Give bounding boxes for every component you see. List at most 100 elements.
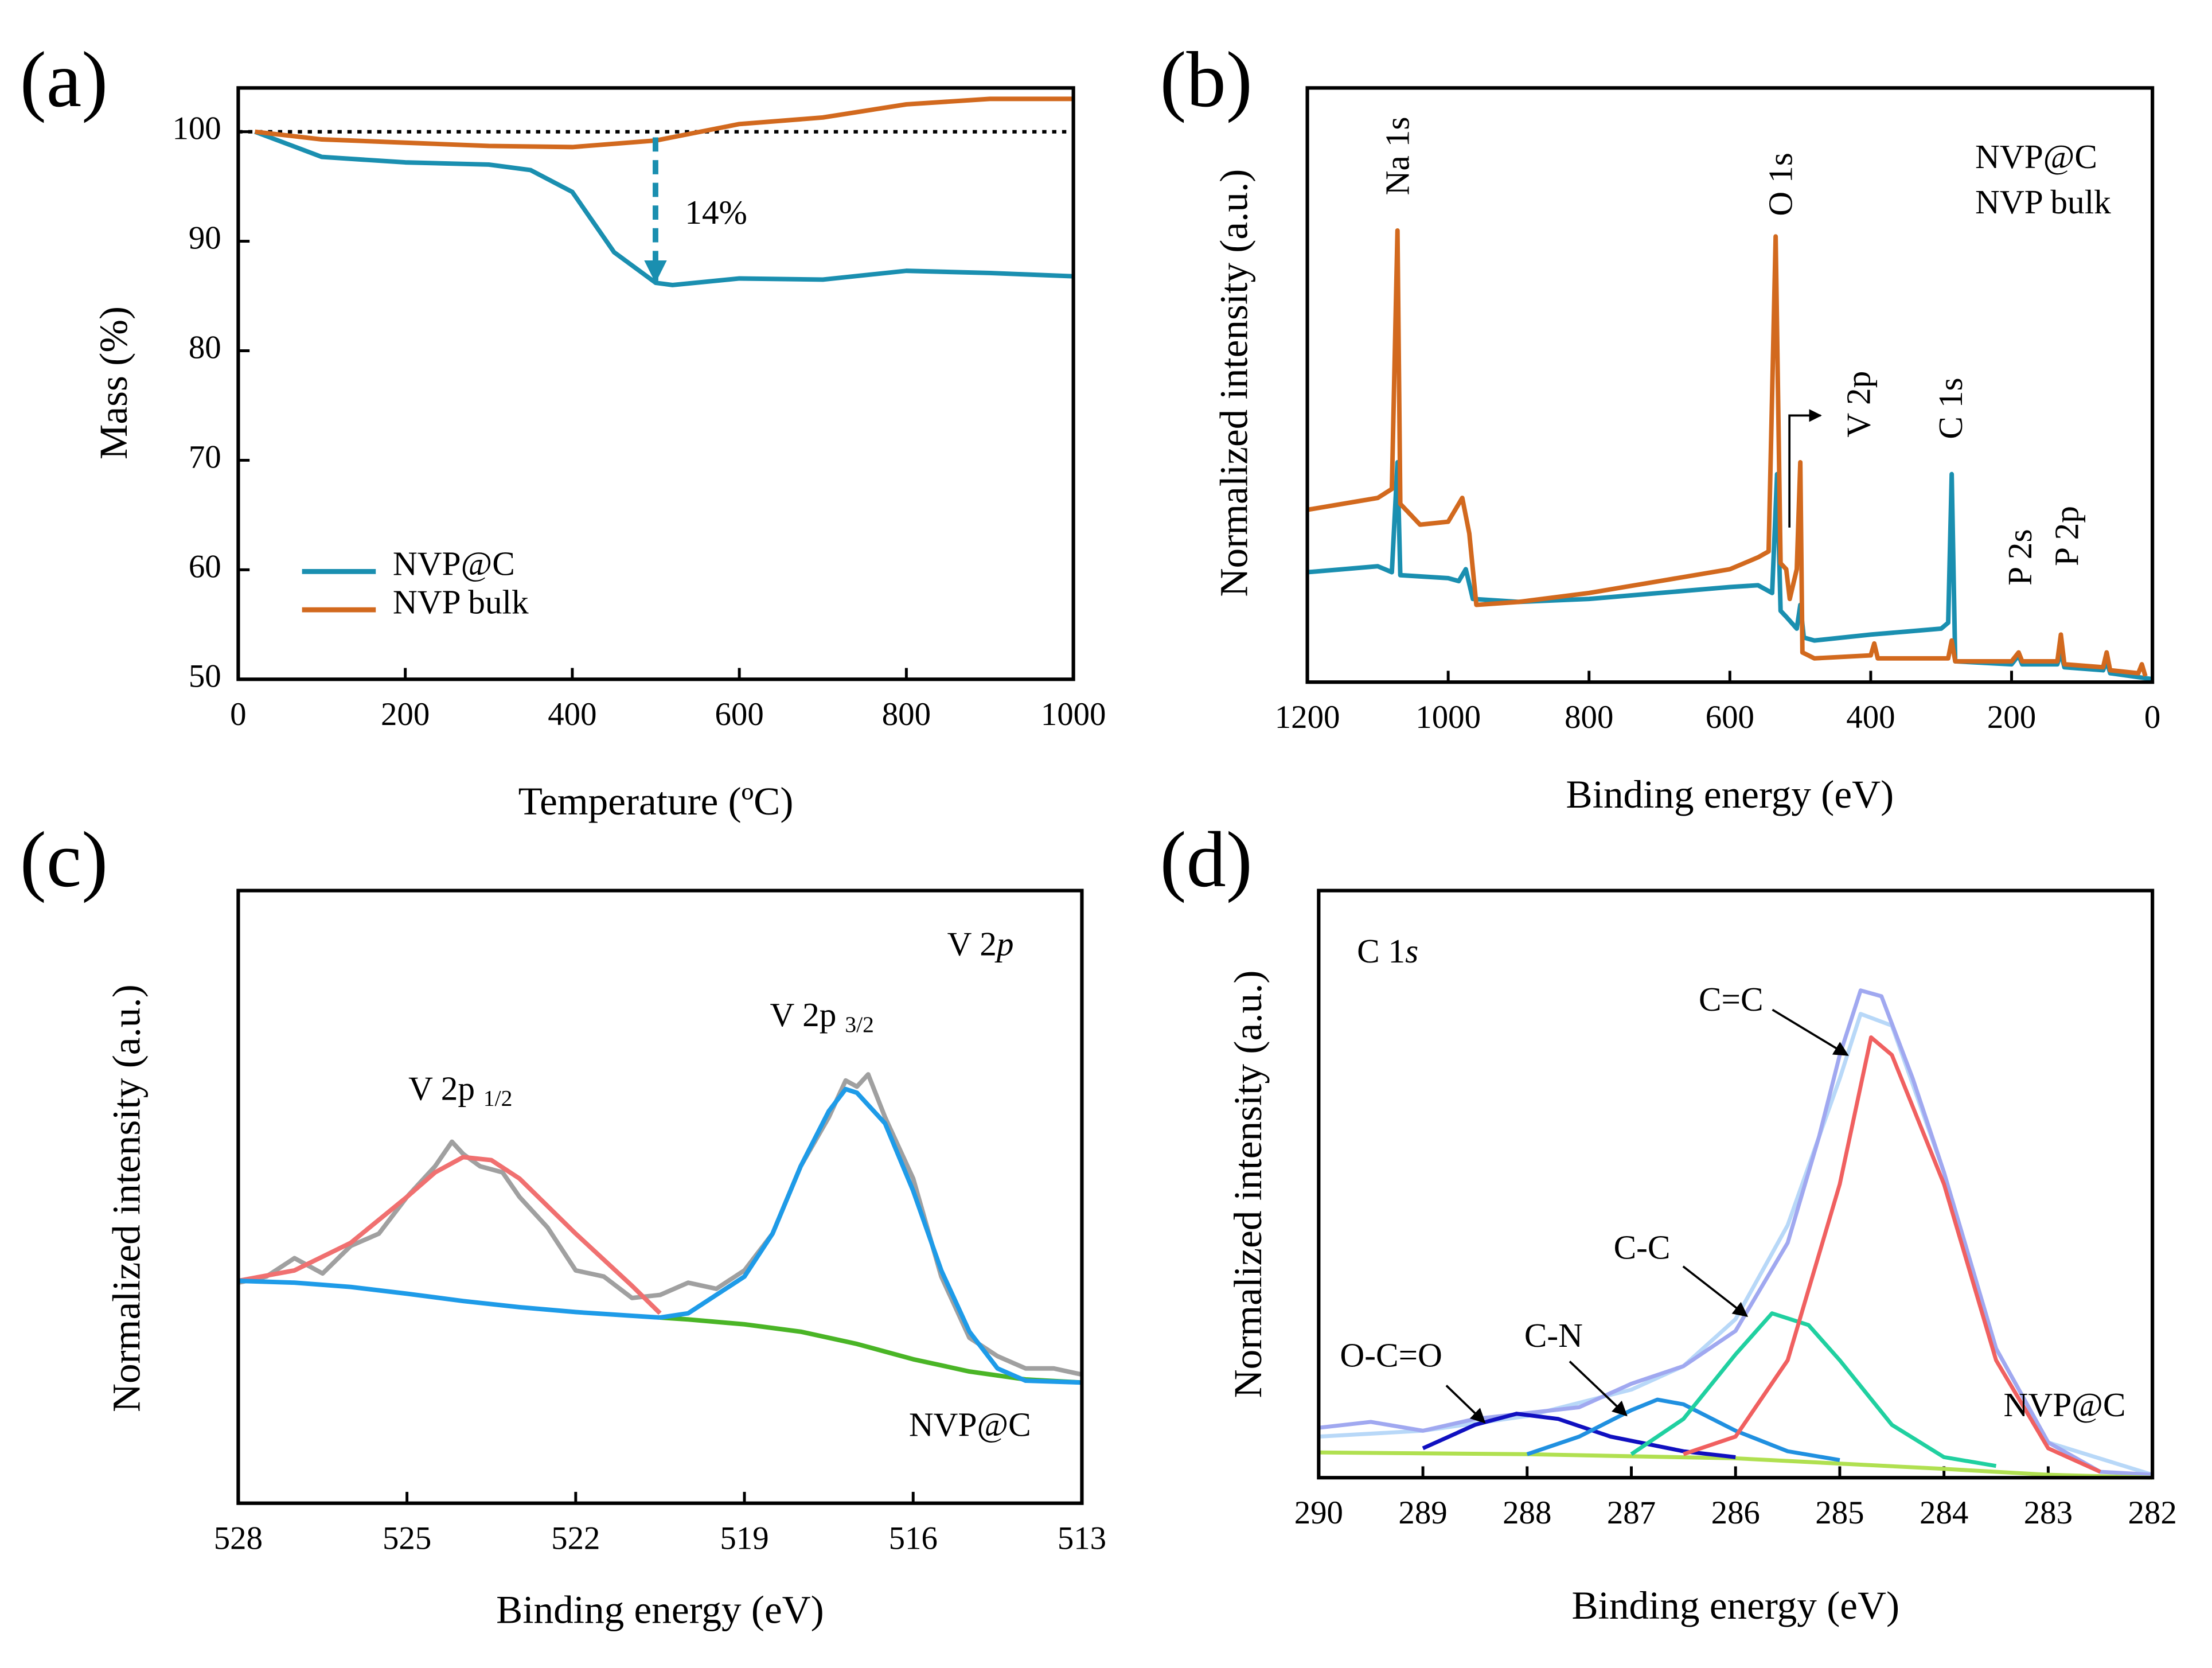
data-line xyxy=(1526,1397,1840,1462)
annotation: P 2p xyxy=(2047,506,2085,566)
panel-label: (a) xyxy=(20,36,108,123)
data-line xyxy=(237,1072,1083,1377)
x-tick-label: 289 xyxy=(1398,1495,1447,1531)
annotation: C 1s xyxy=(1357,932,1418,970)
x-tick-label: 0 xyxy=(230,696,246,732)
annotation-text: 14% xyxy=(685,193,747,231)
annotation-text: C-C xyxy=(1614,1228,1671,1266)
data-line xyxy=(660,1086,1082,1385)
x-tick-label: 290 xyxy=(1294,1495,1343,1531)
annotation: NVP@C xyxy=(2004,1386,2126,1424)
data-line xyxy=(1318,1450,2153,1480)
x-tick-label: 200 xyxy=(381,696,430,732)
x-tick-label: 600 xyxy=(1706,699,1754,735)
panel-label: (b) xyxy=(1160,36,1252,123)
annotation-subscript: 3/2 xyxy=(845,1012,874,1037)
annotation-italic: s xyxy=(1405,932,1418,970)
annotation-text: V 2p xyxy=(1839,371,1877,438)
annotation: P 2s xyxy=(2001,529,2039,585)
x-tick-label: 0 xyxy=(2144,699,2160,735)
x-axis-label: Binding energy (eV) xyxy=(1566,772,1894,816)
annotation: Na 1s xyxy=(1378,117,1416,196)
x-tick-label: 287 xyxy=(1607,1495,1656,1531)
x-tick-label: 513 xyxy=(1058,1521,1106,1557)
x-tick-label: 516 xyxy=(889,1521,938,1557)
annotation-text: V 2p xyxy=(770,996,837,1034)
annotation-text: O-C=O xyxy=(1340,1336,1442,1374)
y-tick-label: 80 xyxy=(189,330,221,366)
data-line xyxy=(237,1155,662,1315)
x-tick-label: 288 xyxy=(1503,1495,1551,1531)
annotation: V 2p xyxy=(1839,371,1877,438)
annotation-text: NVP@C xyxy=(2004,1386,2126,1424)
annotation-arrow xyxy=(1445,1385,1486,1424)
plot-frame xyxy=(1317,888,2155,1480)
x-tick-label: 522 xyxy=(551,1521,600,1557)
x-tick-label: 200 xyxy=(1987,699,2036,735)
x-tick-label: 600 xyxy=(715,696,763,732)
annotation-subscript: 1/2 xyxy=(483,1086,513,1111)
annotation-text: V 2p xyxy=(408,1069,475,1107)
data-line xyxy=(1683,1035,2101,1474)
annotation-text: C-N xyxy=(1524,1316,1583,1354)
data-line xyxy=(1307,459,2153,681)
annotation: NVP@C xyxy=(909,1405,1031,1443)
annotation-text: C 1 xyxy=(1357,932,1405,970)
annotation-text: NVP@C xyxy=(909,1405,1031,1443)
annotation-italic: p xyxy=(994,925,1014,962)
x-tick-label: 800 xyxy=(1565,699,1613,735)
x-tick-label: 284 xyxy=(1920,1495,1968,1531)
x-tick-label: 286 xyxy=(1711,1495,1760,1531)
y-axis-label: Normalized intensity (a.u.) xyxy=(104,984,148,1412)
data-line xyxy=(1422,1412,1736,1459)
annotation: V 2p 1/2 xyxy=(408,1069,512,1110)
annotation-text: C 1s xyxy=(1932,377,1969,439)
annotation-text: P 2p xyxy=(2047,506,2085,566)
x-tick-label: 800 xyxy=(882,696,931,732)
annotation: C 1s xyxy=(1932,377,1969,439)
x-axis-label: Binding energy (eV) xyxy=(1571,1583,1899,1627)
x-axis-label: Binding energy (eV) xyxy=(496,1587,824,1631)
annotation-text: C=C xyxy=(1699,980,1764,1018)
annotation-text: P 2s xyxy=(2001,529,2039,585)
annotation-text: O 1s xyxy=(1761,153,1799,216)
panel-label: (d) xyxy=(1160,816,1252,903)
y-tick-label: 50 xyxy=(189,658,221,694)
data-line xyxy=(1630,1311,1997,1468)
annotation: O 1s xyxy=(1761,153,1799,216)
panel-label: (c) xyxy=(20,816,108,903)
x-tick-label: 1000 xyxy=(1415,699,1481,735)
annotation-arrow xyxy=(1772,1008,1849,1057)
y-axis-label: Mass (%) xyxy=(91,306,135,459)
y-tick-label: 100 xyxy=(172,111,221,147)
data-line xyxy=(1306,228,2148,677)
annotation: C-N xyxy=(1524,1316,1583,1354)
annotation-text: V 2 xyxy=(947,925,997,962)
annotation-arrow xyxy=(1682,1265,1749,1317)
x-tick-label: 1200 xyxy=(1275,699,1340,735)
y-tick-label: 70 xyxy=(189,439,221,475)
annotation: C-C xyxy=(1614,1228,1671,1266)
y-axis-label: Normalized intensity (a.u.) xyxy=(1226,971,1270,1398)
annotation: C=C xyxy=(1699,980,1764,1018)
pointer-arrow xyxy=(1788,409,1822,528)
x-tick-label: 519 xyxy=(720,1521,768,1557)
legend-label: NVP@C xyxy=(393,545,515,583)
data-line xyxy=(238,1279,661,1320)
legend-label: NVP bulk xyxy=(393,583,529,621)
x-tick-label: 528 xyxy=(214,1521,263,1557)
y-tick-label: 60 xyxy=(189,548,221,584)
annotation: V 2p 3/2 xyxy=(770,996,874,1037)
x-tick-label: 285 xyxy=(1815,1495,1864,1531)
annotation: O-C=O xyxy=(1340,1336,1442,1374)
y-tick-label: 90 xyxy=(189,220,221,256)
data-line xyxy=(254,129,1074,287)
plot-frame xyxy=(236,888,1084,1505)
plot-frame xyxy=(1305,86,2155,684)
annotation: V 2p xyxy=(947,925,1014,962)
y-axis-label: Normalized intensity (a.u.) xyxy=(1211,169,1255,597)
legend-label: NVP bulk xyxy=(1975,183,2111,221)
legend-label: NVP@C xyxy=(1975,138,2097,176)
